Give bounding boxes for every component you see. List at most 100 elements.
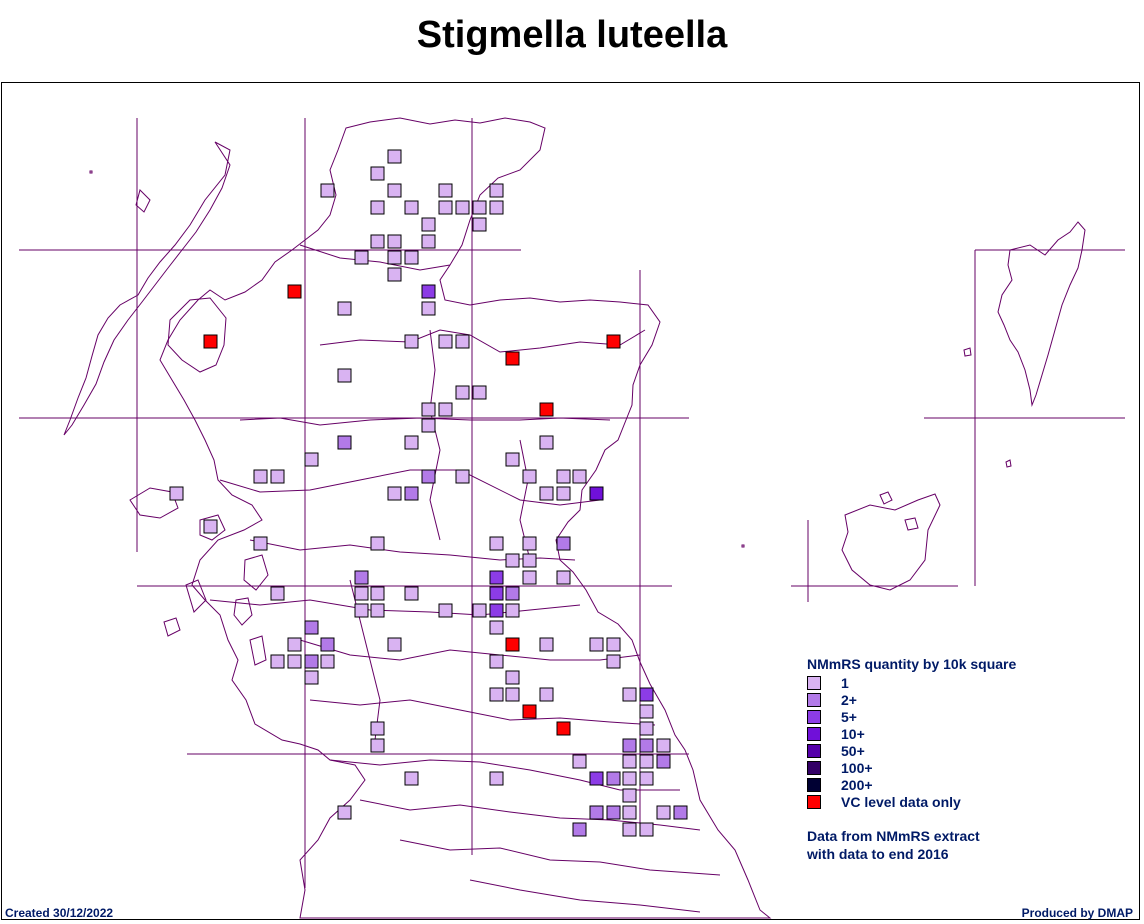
record-square <box>606 637 621 652</box>
record-square <box>354 250 369 265</box>
record-square <box>622 805 637 820</box>
record-square <box>489 620 504 635</box>
legend-swatch <box>807 743 821 758</box>
record-square <box>556 469 571 484</box>
record-square <box>622 771 637 786</box>
record-square <box>522 536 537 551</box>
record-square <box>404 771 419 786</box>
record-square <box>673 805 688 820</box>
record-square <box>203 519 218 534</box>
record-square <box>421 469 436 484</box>
record-square <box>556 536 571 551</box>
vc-level-square <box>287 284 302 299</box>
legend-label: VC level data only <box>841 793 961 810</box>
record-square <box>253 469 268 484</box>
record-square <box>622 687 637 702</box>
record-square <box>639 721 654 736</box>
record-square <box>337 435 352 450</box>
record-square <box>656 738 671 753</box>
record-square <box>472 603 487 618</box>
vc-level-square <box>606 334 621 349</box>
legend-label: 200+ <box>841 776 873 793</box>
legend-item: 100+ <box>807 759 1016 776</box>
record-square <box>270 654 285 669</box>
record-square <box>639 687 654 702</box>
record-square <box>639 822 654 837</box>
legend-label: 50+ <box>841 742 865 759</box>
vc-level-square <box>522 704 537 719</box>
legend-label: 10+ <box>841 725 865 742</box>
record-square <box>354 603 369 618</box>
record-square <box>622 788 637 803</box>
record-square <box>370 536 385 551</box>
record-square <box>370 200 385 215</box>
record-square <box>639 704 654 719</box>
record-square <box>522 553 537 568</box>
record-square <box>489 771 504 786</box>
record-square <box>539 486 554 501</box>
record-square <box>489 536 504 551</box>
record-square <box>589 637 604 652</box>
record-square <box>505 687 520 702</box>
legend-note: Data from NMmRS extract with data to end… <box>807 827 1016 863</box>
record-square <box>421 284 436 299</box>
record-square <box>270 586 285 601</box>
record-square <box>304 620 319 635</box>
record-square <box>539 687 554 702</box>
record-square <box>438 402 453 417</box>
record-square <box>489 183 504 198</box>
legend-note-line2: with data to end 2016 <box>807 846 949 862</box>
record-square <box>404 435 419 450</box>
record-square <box>472 200 487 215</box>
legend-swatch <box>807 777 821 792</box>
grid-lines <box>19 118 1125 888</box>
record-square <box>387 250 402 265</box>
legend-label: 100+ <box>841 759 873 776</box>
record-square <box>572 822 587 837</box>
record-square <box>606 654 621 669</box>
record-square <box>438 334 453 349</box>
record-square <box>270 469 285 484</box>
record-square <box>589 805 604 820</box>
record-square <box>320 637 335 652</box>
legend-swatch <box>807 709 821 724</box>
record-square <box>387 637 402 652</box>
record-square <box>639 754 654 769</box>
map-frame <box>1 82 1140 920</box>
legend-note-line1: Data from NMmRS extract <box>807 828 980 844</box>
legend-swatch <box>807 760 821 775</box>
record-square <box>606 805 621 820</box>
record-square <box>489 603 504 618</box>
record-square <box>404 486 419 501</box>
created-date: Created 30/12/2022 <box>5 906 114 920</box>
legend-item: 50+ <box>807 742 1016 759</box>
record-square <box>287 637 302 652</box>
record-square <box>472 385 487 400</box>
legend-item: VC level data only <box>807 793 1016 810</box>
record-square <box>320 183 335 198</box>
vc-level-square <box>505 637 520 652</box>
record-square <box>438 200 453 215</box>
record-square <box>489 200 504 215</box>
record-square <box>656 805 671 820</box>
record-square <box>421 402 436 417</box>
record-square <box>455 200 470 215</box>
legend-label: 5+ <box>841 708 857 725</box>
record-square <box>320 654 335 669</box>
record-square <box>522 570 537 585</box>
record-square <box>421 217 436 232</box>
record-square <box>622 754 637 769</box>
record-square <box>455 469 470 484</box>
record-square <box>589 486 604 501</box>
record-square <box>337 805 352 820</box>
record-square <box>606 771 621 786</box>
record-square <box>387 234 402 249</box>
record-square <box>387 267 402 282</box>
record-square <box>505 670 520 685</box>
vc-level-square <box>539 402 554 417</box>
record-square <box>370 738 385 753</box>
record-square <box>438 183 453 198</box>
record-square <box>489 570 504 585</box>
record-square <box>421 418 436 433</box>
